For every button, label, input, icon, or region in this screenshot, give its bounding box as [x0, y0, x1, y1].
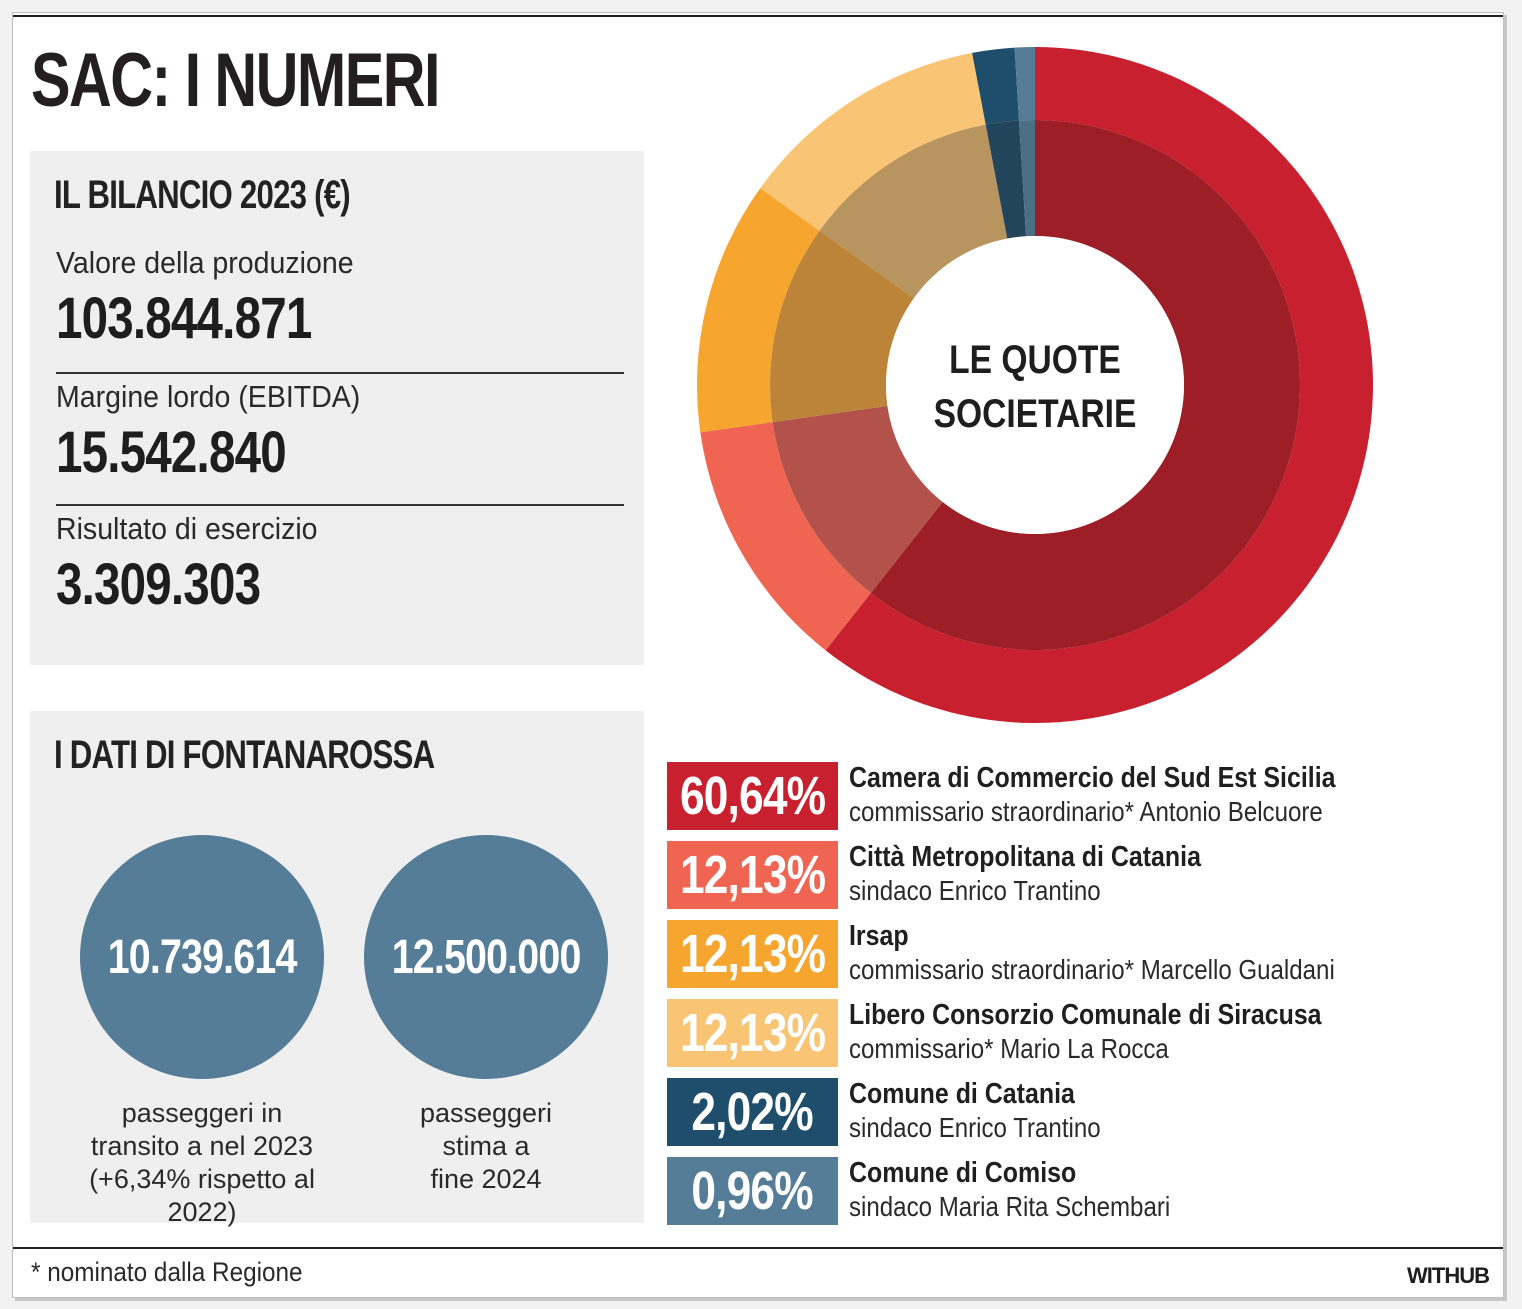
- legend-swatch: 12,13%: [667, 841, 838, 909]
- donut-slice-inner-4: [985, 120, 1027, 239]
- donut-slice-outer-0: [825, 47, 1373, 723]
- metric-divider: [56, 504, 624, 506]
- legend-percent: 2,02%: [691, 1082, 814, 1142]
- caption-line: fine 2024: [430, 1164, 542, 1194]
- caption-line: stima a: [442, 1131, 530, 1161]
- donut-inner-ring: [770, 120, 1300, 650]
- legend-detail: commissario straordinario* Antonio Belcu…: [849, 796, 1323, 827]
- donut-slice-outer-3: [760, 52, 986, 231]
- legend-name: Comune di Catania: [849, 1078, 1075, 1110]
- brand-logo: WITHUB: [1407, 1263, 1490, 1288]
- donut-hole: [886, 236, 1184, 534]
- infographic-card: SAC: I NUMERI IL BILANCIO 2023 (€) Valor…: [12, 12, 1504, 1298]
- legend-swatch: 12,13%: [667, 999, 838, 1067]
- donut-slice-inner-2: [770, 230, 914, 423]
- metric-valore-produzione: Valore della produzione 103.844.871: [56, 245, 624, 352]
- top-rule: [13, 15, 1503, 17]
- legend-percent: 12,13%: [679, 924, 826, 984]
- legend-detail: sindaco Enrico Trantino: [849, 875, 1101, 906]
- donut-slice-inner-5: [1019, 120, 1035, 237]
- metric-label: Margine lordo (EBITDA): [56, 379, 361, 414]
- legend-name: Comune di Comiso: [849, 1157, 1077, 1189]
- passengers-2023-caption: passeggeri in transito a nel 2023 (+6,34…: [52, 1097, 352, 1229]
- legend-swatch: 2,02%: [667, 1078, 838, 1146]
- legend-name: Città Metropolitana di Catania: [849, 841, 1201, 873]
- legend-swatch: 60,64%: [667, 762, 838, 830]
- passengers-2024-bubble: 12.500.000: [364, 835, 608, 1079]
- bilancio-panel: IL BILANCIO 2023 (€) Valore della produz…: [30, 151, 644, 665]
- legend-percent: 12,13%: [679, 845, 826, 905]
- metric-value: 103.844.871: [56, 286, 312, 351]
- donut-slice-inner-3: [819, 124, 1008, 299]
- passengers-2023-bubble: 10.739.614: [80, 835, 324, 1079]
- donut-slice-inner-0: [870, 120, 1300, 650]
- legend-swatch: 12,13%: [667, 920, 838, 988]
- legend-percent: 12,13%: [679, 1003, 826, 1063]
- metric-risultato-esercizio: Risultato di esercizio 3.309.303: [56, 511, 624, 618]
- donut-title-line-1: LE QUOTE: [949, 337, 1121, 381]
- caption-line: passeggeri: [419, 1098, 553, 1128]
- bottom-rule: [13, 1247, 1503, 1249]
- caption-line: (+6,34% rispetto al 2022): [89, 1164, 315, 1227]
- legend-swatch: 0,96%: [667, 1157, 838, 1225]
- metric-value: 15.542.840: [56, 420, 287, 485]
- passengers-2023-value: 10.739.614: [107, 930, 298, 984]
- legend-detail: sindaco Maria Rita Schembari: [849, 1191, 1171, 1222]
- legend-percent: 60,64%: [679, 766, 826, 826]
- metric-label: Valore della produzione: [56, 245, 354, 280]
- donut-title-line-2: SOCIETARIE: [934, 391, 1137, 435]
- legend-name: Libero Consorzio Comunale di Siracusa: [849, 999, 1322, 1031]
- shareholders-donut-chart: LE QUOTE SOCIETARIE: [697, 47, 1373, 723]
- legend-detail: commissario straordinario* Marcello Gual…: [849, 954, 1335, 985]
- donut-slice-outer-1: [700, 422, 871, 651]
- fontanarossa-heading: I DATI DI FONTANAROSSA: [54, 733, 435, 777]
- legend-name: Camera di Commercio del Sud Est Sicilia: [849, 762, 1336, 794]
- caption-line: transito a nel 2023: [90, 1131, 314, 1161]
- donut-slice-outer-2: [697, 188, 820, 433]
- legend-percent: 0,96%: [691, 1161, 814, 1221]
- donut-slice-outer-5: [1014, 47, 1035, 121]
- passengers-2024-caption: passeggeri stima a fine 2024: [336, 1097, 636, 1196]
- metric-ebitda: Margine lordo (EBITDA) 15.542.840: [56, 379, 624, 486]
- donut-slice-outer-4: [972, 47, 1020, 125]
- legend-name: Irsap: [849, 920, 909, 952]
- fontanarossa-panel: I DATI DI FONTANAROSSA 10.739.614 passeg…: [30, 711, 644, 1227]
- metric-label: Risultato di esercizio: [56, 511, 318, 546]
- donut-outer-ring: [697, 47, 1373, 723]
- passengers-2024-value: 12.500.000: [391, 930, 582, 984]
- footnote: * nominato dalla Regione: [31, 1257, 303, 1287]
- legend-detail: sindaco Enrico Trantino: [849, 1112, 1101, 1143]
- metric-value: 3.309.303: [56, 552, 261, 617]
- page-title: SAC: I NUMERI: [31, 38, 440, 123]
- legend-detail: commissario* Mario La Rocca: [849, 1033, 1169, 1064]
- metric-divider: [56, 372, 624, 374]
- caption-line: passeggeri in: [121, 1098, 283, 1128]
- bilancio-heading: IL BILANCIO 2023 (€): [54, 173, 351, 217]
- donut-slice-inner-1: [772, 405, 943, 594]
